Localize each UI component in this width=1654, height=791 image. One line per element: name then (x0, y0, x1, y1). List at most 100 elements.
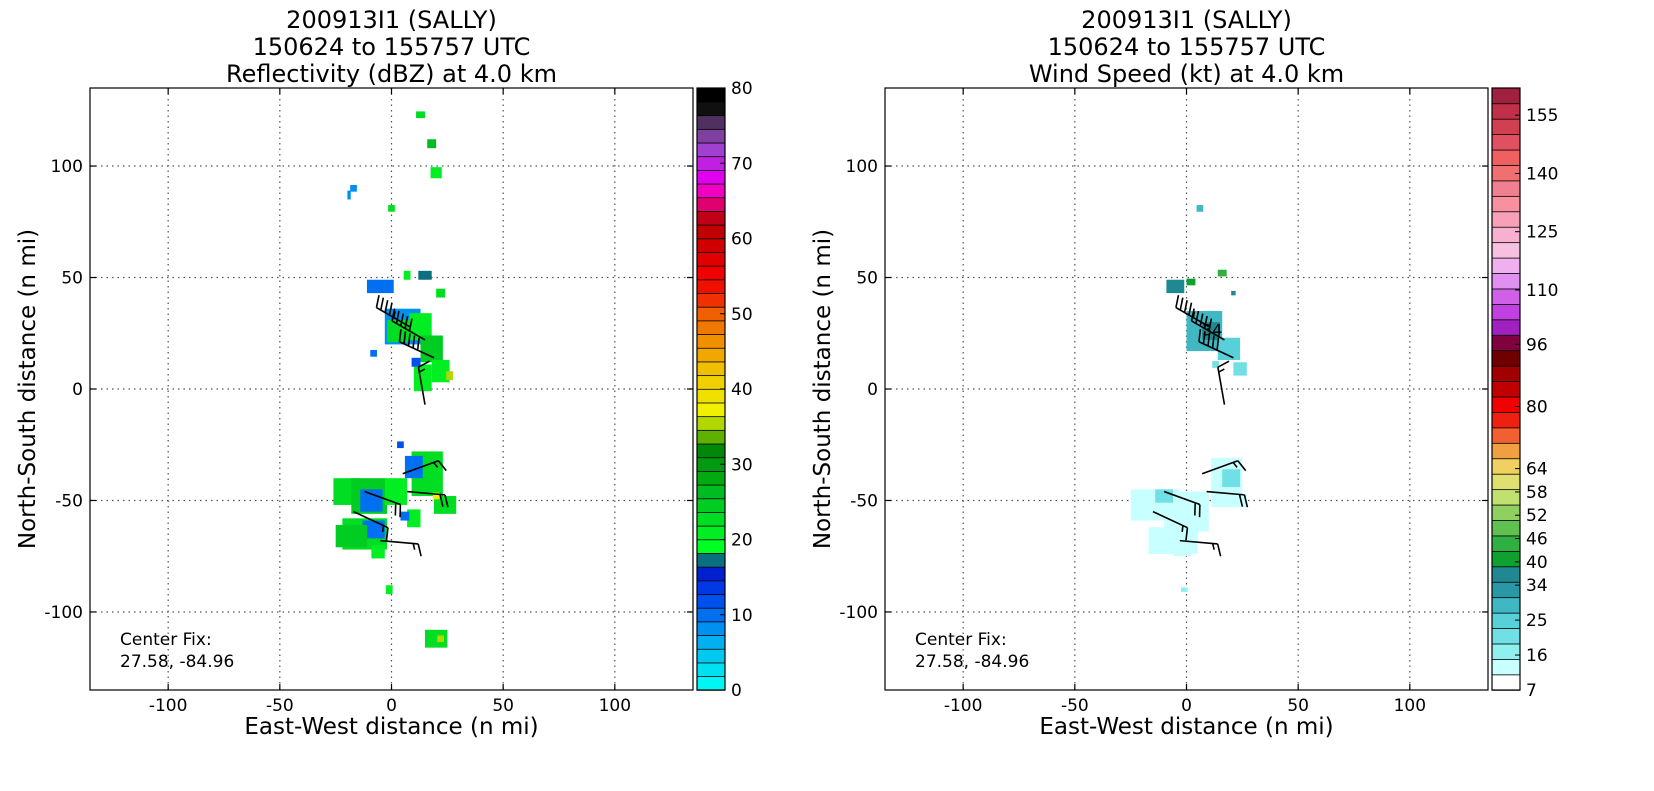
colorbar-segment (1492, 119, 1520, 135)
colorbar-tick-label: 70 (731, 154, 753, 174)
colorbar-segment (1492, 196, 1520, 212)
x-tick-label: 0 (386, 696, 397, 716)
data-cell (1181, 587, 1188, 591)
center-fix-annotation: 27.58, -84.96 (915, 652, 1029, 672)
colorbar-tick-label: 10 (731, 606, 753, 626)
colorbar-segment (697, 348, 725, 362)
x-tick-label: -50 (1061, 696, 1089, 716)
wind-speed-panel: 200913I1 (SALLY)150624 to 155757 UTCWind… (810, 6, 1558, 740)
colorbar-segment (697, 430, 725, 444)
center-fix-annotation: 27.58, -84.96 (120, 652, 234, 672)
colorbar-segment (1492, 350, 1520, 366)
colorbar-segment (697, 375, 725, 389)
colorbar-segment (1492, 242, 1520, 258)
reflectivity-panel: 200913I1 (SALLY)150624 to 155757 UTCRefl… (15, 6, 753, 740)
colorbar-segment (1492, 289, 1520, 305)
colorbar-segment (697, 129, 725, 143)
wind-barb-half-flag (383, 526, 384, 532)
data-cell (1218, 338, 1240, 360)
chart-title-line: Wind Speed (kt) at 4.0 km (1029, 60, 1344, 88)
colorbar-segment (697, 622, 725, 636)
colorbar-segment (697, 115, 725, 129)
colorbar-tick-label: 34 (1526, 576, 1548, 596)
colorbar-segment (1492, 181, 1520, 197)
chart-title-line: 200913I1 (SALLY) (286, 6, 497, 34)
chart-title-line: 150624 to 155757 UTC (253, 33, 531, 61)
colorbar-segment (1492, 613, 1520, 629)
colorbar-segment (1492, 567, 1520, 583)
data-cell (347, 191, 350, 200)
colorbar-tick-label: 58 (1526, 483, 1548, 503)
data-cell (1218, 270, 1227, 277)
colorbar-segment (697, 553, 725, 567)
colorbar-segment (697, 581, 725, 595)
colorbar-segment (697, 239, 725, 253)
colorbar-tick-label: 40 (1526, 553, 1548, 573)
center-fix-annotation: Center Fix: (120, 630, 212, 650)
data-cell (400, 512, 409, 521)
colorbar-segment (1492, 227, 1520, 243)
colorbar-segment (697, 389, 725, 403)
colorbar-tick-label: 20 (731, 531, 753, 551)
colorbar-segment (1492, 474, 1520, 490)
colorbar-segment (697, 143, 725, 157)
colorbar-segment (1492, 88, 1520, 104)
colorbar-tick-label: 7 (1526, 681, 1537, 701)
data-cell (388, 205, 395, 212)
colorbar-tick-label: 110 (1526, 281, 1558, 301)
colorbar-segment (1492, 258, 1520, 274)
colorbar-segment (697, 321, 725, 335)
data-cell (416, 111, 425, 118)
data-cell (412, 358, 421, 367)
colorbar-tick-label: 46 (1526, 530, 1548, 550)
colorbar-segment (1492, 505, 1520, 521)
data-cell (1231, 291, 1235, 295)
colorbar-tick-label: 52 (1526, 506, 1548, 526)
y-tick-label: 0 (72, 380, 83, 400)
colorbar-segment (1492, 273, 1520, 289)
data-cell (1166, 280, 1184, 293)
data-cell (360, 489, 382, 511)
colorbar-tick-label: 96 (1526, 335, 1548, 355)
chart-title-line: 150624 to 155757 UTC (1048, 33, 1326, 61)
data-cell (404, 271, 411, 280)
colorbar-segment (697, 471, 725, 485)
y-tick-label: 50 (856, 269, 878, 289)
y-tick-label: 0 (867, 380, 878, 400)
colorbar-tick-label: 40 (731, 380, 753, 400)
x-tick-label: -100 (944, 696, 983, 716)
colorbar-tick-label: 80 (731, 79, 753, 99)
data-cell (350, 185, 357, 192)
colorbar-segment (1492, 582, 1520, 598)
x-axis-label: East-West distance (n mi) (244, 714, 538, 740)
colorbar-segment (697, 334, 725, 348)
colorbar-segment (1492, 551, 1520, 567)
colorbar-segment (697, 485, 725, 499)
colorbar-segment (697, 416, 725, 430)
colorbar-tick-label: 80 (1526, 397, 1548, 417)
wind-barb-half-flag (1182, 526, 1183, 532)
colorbar-segment (697, 211, 725, 225)
colorbar-segment (1492, 366, 1520, 382)
colorbar-tick-label: 0 (731, 681, 742, 701)
y-tick-label: -50 (850, 491, 878, 511)
x-tick-label: -50 (266, 696, 294, 716)
colorbar-segment (697, 444, 725, 458)
colorbar-segment (1492, 397, 1520, 413)
colorbar-segment (697, 170, 725, 184)
x-tick-label: 50 (492, 696, 514, 716)
x-tick-label: -100 (149, 696, 188, 716)
colorbar-segment (1492, 320, 1520, 336)
data-cell (418, 271, 431, 280)
y-axis-label: North-South distance (n mi) (15, 229, 41, 549)
colorbar-tick-label: 125 (1526, 223, 1558, 243)
colorbar-tick-label: 155 (1526, 106, 1558, 126)
colorbar-segment (697, 102, 725, 116)
colorbar-segment (697, 567, 725, 581)
data-cell (370, 350, 377, 357)
colorbar-segment (1492, 520, 1520, 536)
colorbar-segment (697, 252, 725, 266)
colorbar-segment (1492, 659, 1520, 675)
